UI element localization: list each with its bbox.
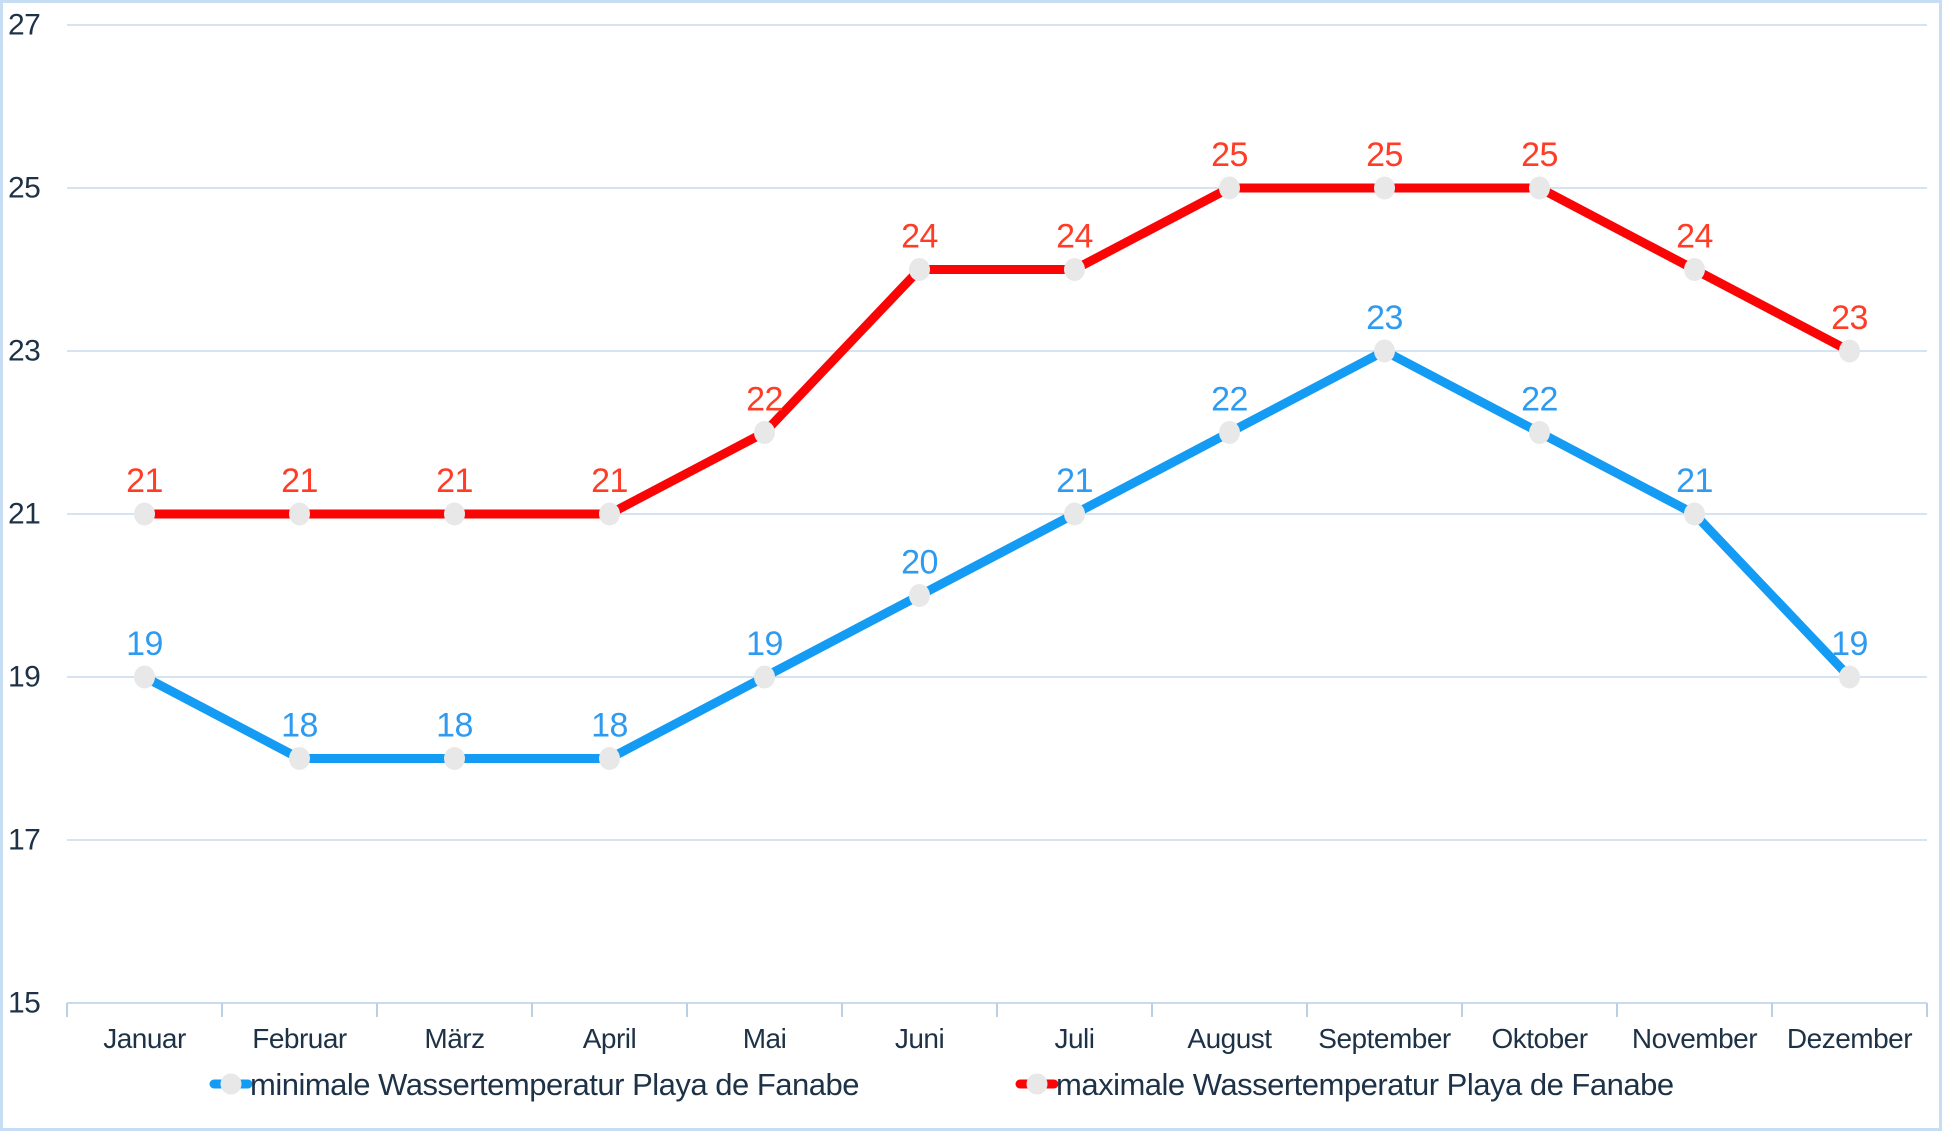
x-axis-label: September bbox=[1318, 1023, 1451, 1054]
data-point-marker[interactable] bbox=[1684, 502, 1705, 526]
y-axis-label: 23 bbox=[8, 335, 40, 368]
data-point-label: 21 bbox=[591, 462, 628, 500]
data-point-label: 18 bbox=[591, 707, 628, 745]
data-point-label: 25 bbox=[1521, 136, 1558, 174]
data-point-marker[interactable] bbox=[754, 421, 775, 444]
series-line-max bbox=[140, 183, 1854, 519]
data-point-label: 21 bbox=[1676, 462, 1713, 500]
data-point-marker[interactable] bbox=[1839, 665, 1860, 689]
series-markers-min bbox=[134, 339, 1860, 770]
y-axis-label: 17 bbox=[8, 824, 40, 857]
data-point-label: 21 bbox=[281, 462, 318, 500]
data-point-marker[interactable] bbox=[444, 502, 465, 526]
x-axis-label: Oktober bbox=[1491, 1023, 1587, 1054]
x-axis-label: April bbox=[583, 1023, 637, 1054]
series-labels-min: 19 18 18 18 19 20 21 22 23 22 21 19 bbox=[126, 299, 1868, 745]
data-point-marker[interactable] bbox=[1374, 176, 1395, 200]
data-point-label: 21 bbox=[436, 462, 473, 500]
data-point-label: 19 bbox=[126, 625, 163, 663]
y-axis-labels: 15 17 19 21 23 25 27 bbox=[8, 9, 41, 1020]
data-point-label: 18 bbox=[436, 707, 473, 745]
data-point-marker[interactable] bbox=[1064, 502, 1085, 526]
x-axis-label: Juli bbox=[1054, 1023, 1094, 1054]
data-point-label: 25 bbox=[1211, 136, 1248, 174]
data-point-marker[interactable] bbox=[289, 747, 310, 770]
data-point-label: 19 bbox=[746, 625, 783, 663]
data-point-marker[interactable] bbox=[134, 665, 155, 689]
x-axis-ticks bbox=[66, 1003, 1928, 1017]
data-point-marker[interactable] bbox=[289, 502, 310, 526]
data-point-marker[interactable] bbox=[1529, 176, 1550, 200]
data-point-marker[interactable] bbox=[1374, 339, 1395, 363]
data-point-label: 22 bbox=[1211, 381, 1248, 419]
x-axis-label: November bbox=[1632, 1023, 1757, 1054]
data-point-marker[interactable] bbox=[1839, 339, 1860, 363]
data-point-label: 23 bbox=[1831, 299, 1868, 337]
data-point-label: 21 bbox=[126, 462, 163, 500]
data-point-label: 24 bbox=[1676, 218, 1713, 256]
x-axis-label: Februar bbox=[252, 1023, 347, 1054]
x-axis-label: Januar bbox=[103, 1023, 186, 1054]
data-point-marker[interactable] bbox=[1529, 421, 1550, 444]
series-markers-max bbox=[134, 176, 1860, 526]
data-point-marker[interactable] bbox=[1219, 176, 1240, 200]
data-point-marker[interactable] bbox=[134, 502, 155, 526]
x-axis-label: März bbox=[424, 1023, 484, 1054]
x-axis-label: August bbox=[1187, 1023, 1272, 1054]
data-point-label: 22 bbox=[1521, 381, 1558, 419]
data-point-marker[interactable] bbox=[754, 665, 775, 689]
legend-label: maximale Wassertemperatur Playa de Fanab… bbox=[1056, 1067, 1674, 1102]
series-line-min bbox=[140, 346, 1854, 763]
data-point-label: 25 bbox=[1366, 136, 1403, 174]
x-axis-label: Dezember bbox=[1787, 1023, 1912, 1054]
data-point-label: 18 bbox=[281, 707, 318, 745]
legend-item-max[interactable]: maximale Wassertemperatur Playa de Fanab… bbox=[1015, 1067, 1674, 1102]
y-axis-label: 21 bbox=[8, 498, 40, 531]
data-point-label: 20 bbox=[901, 544, 938, 582]
x-axis-label: Mai bbox=[743, 1023, 787, 1054]
y-axis-label: 15 bbox=[8, 987, 40, 1020]
legend-label: minimale Wassertemperatur Playa de Fanab… bbox=[250, 1067, 859, 1102]
data-point-label: 21 bbox=[1056, 462, 1093, 500]
x-axis-labels: Januar Februar März April Mai Juni Juli August S… bbox=[103, 1023, 1913, 1054]
data-point-label: 22 bbox=[746, 381, 783, 419]
legend-marker-dot bbox=[220, 1073, 242, 1095]
data-point-marker[interactable] bbox=[1219, 421, 1240, 444]
series-labels-max: 21 21 21 21 22 24 24 25 25 25 24 23 bbox=[126, 136, 1868, 500]
data-point-marker[interactable] bbox=[1064, 258, 1085, 281]
data-point-label: 19 bbox=[1831, 625, 1868, 663]
data-point-marker[interactable] bbox=[1684, 258, 1705, 281]
y-axis-label: 19 bbox=[8, 661, 40, 694]
data-point-marker[interactable] bbox=[444, 747, 465, 770]
data-point-marker[interactable] bbox=[909, 258, 930, 281]
data-point-marker[interactable] bbox=[909, 584, 930, 607]
data-point-label: 24 bbox=[901, 218, 938, 256]
x-axis-label: Juni bbox=[895, 1023, 944, 1054]
data-point-marker[interactable] bbox=[599, 747, 620, 770]
data-point-label: 23 bbox=[1366, 299, 1403, 337]
legend-marker-dot bbox=[1026, 1073, 1048, 1095]
y-axis-label: 27 bbox=[8, 9, 40, 42]
y-axis-label: 25 bbox=[8, 172, 40, 205]
data-point-marker[interactable] bbox=[599, 502, 620, 526]
legend-item-min[interactable]: minimale Wassertemperatur Playa de Fanab… bbox=[209, 1067, 859, 1102]
data-point-label: 24 bbox=[1056, 218, 1093, 256]
